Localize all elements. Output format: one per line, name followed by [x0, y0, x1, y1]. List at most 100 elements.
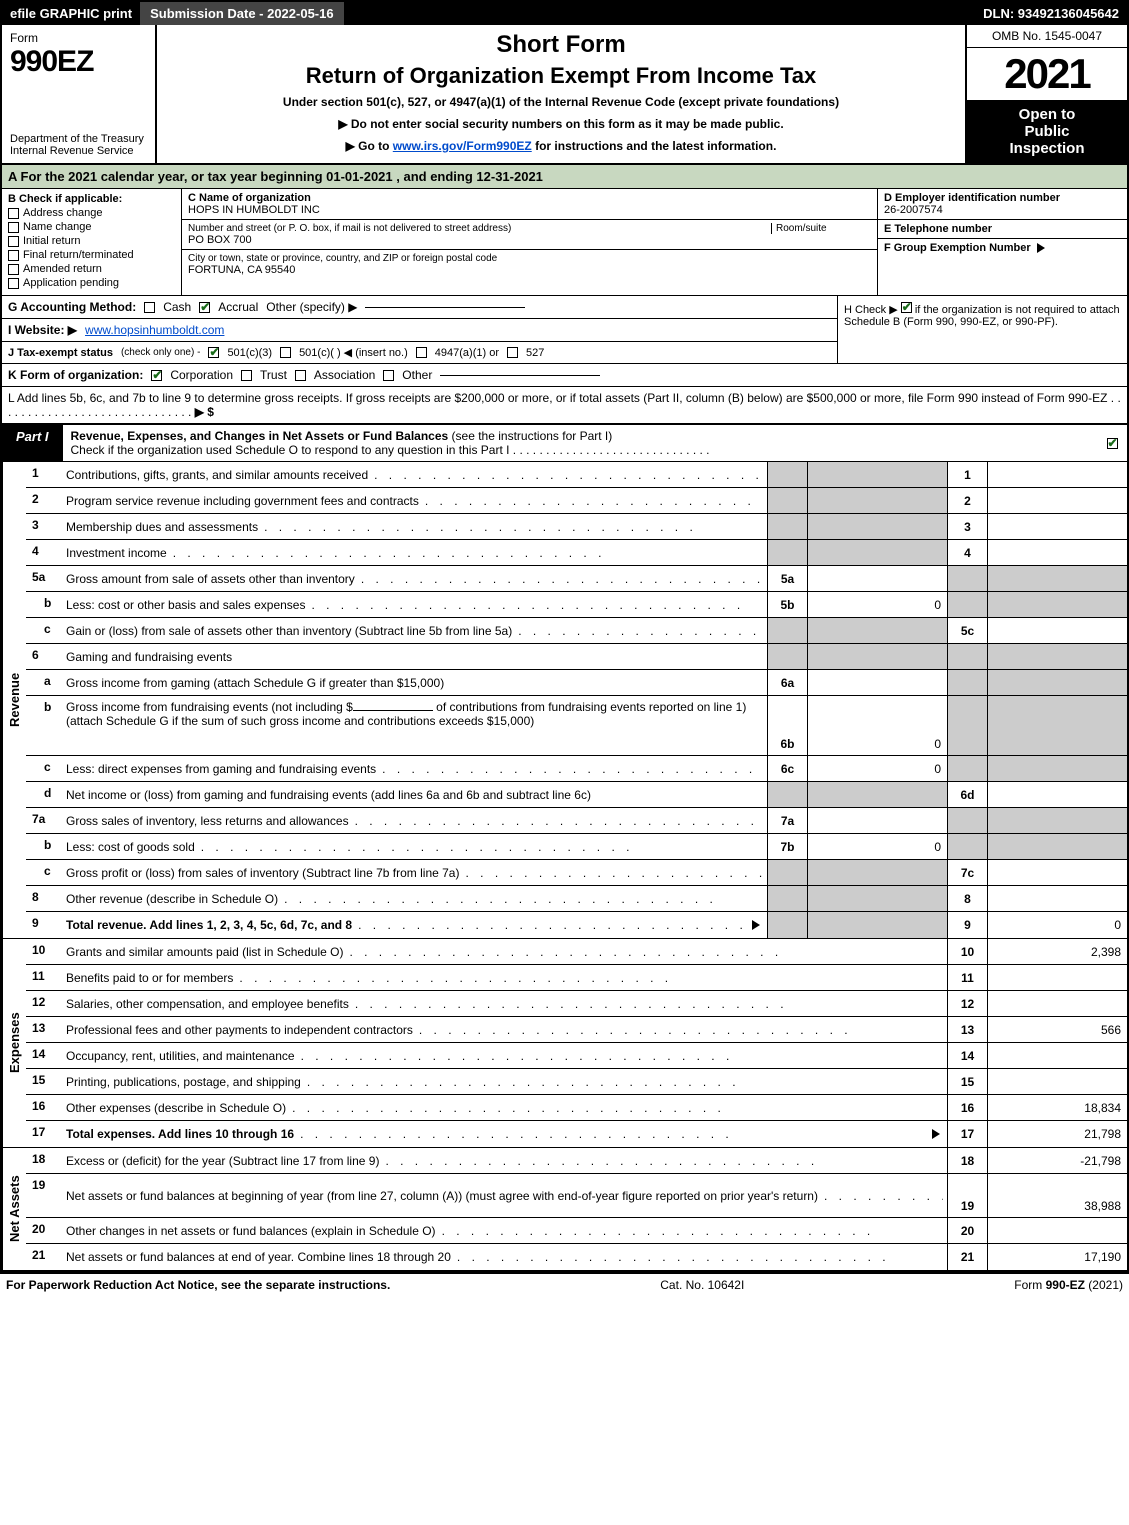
instructions-link-line: ▶ Go to www.irs.gov/Form990EZ for instru…: [169, 139, 953, 153]
ln-box: 1: [947, 462, 987, 487]
chk-association[interactable]: [295, 370, 306, 381]
ln-num: b: [26, 834, 66, 859]
chk-schedule-o-part1[interactable]: [1107, 438, 1118, 449]
opt-other-org: Other: [402, 368, 432, 382]
ln-val: 21,798: [987, 1121, 1127, 1147]
shaded-cell: [947, 696, 987, 755]
other-specify-input[interactable]: [365, 307, 525, 308]
ln-num: b: [26, 696, 66, 755]
ln-box: 9: [947, 912, 987, 938]
chk-other-org[interactable]: [383, 370, 394, 381]
chk-accrual[interactable]: [199, 302, 210, 313]
revenue-side-label: Revenue: [2, 462, 26, 938]
chk-trust[interactable]: [241, 370, 252, 381]
ln-num: 7a: [26, 808, 66, 833]
paperwork-notice: For Paperwork Reduction Act Notice, see …: [6, 1278, 390, 1292]
section-a-tax-year: A For the 2021 calendar year, or tax yea…: [2, 165, 1127, 189]
expenses-lines: 10Grants and similar amounts paid (list …: [26, 939, 1127, 1147]
chk-label: Final return/terminated: [23, 249, 134, 261]
ln-num: a: [26, 670, 66, 695]
ln-val: 17,190: [987, 1244, 1127, 1270]
website-link[interactable]: www.hopsinhumboldt.com: [85, 323, 224, 337]
checkbox-icon: [8, 278, 19, 289]
ln-box: 15: [947, 1069, 987, 1094]
chk-amended-return[interactable]: Amended return: [8, 263, 175, 275]
ln-num: 9: [26, 912, 66, 938]
ln-desc: Gaming and fundraising events: [66, 650, 232, 664]
chk-schedule-b[interactable]: [901, 302, 912, 313]
efile-print-label[interactable]: efile GRAPHIC print: [2, 2, 142, 25]
form-ref-number: 990-EZ: [1046, 1278, 1085, 1292]
ln-num: 15: [26, 1069, 66, 1094]
tax-exempt-label: J Tax-exempt status: [8, 347, 113, 359]
shaded-cell: [947, 834, 987, 859]
other-specify-label: Other (specify) ▶: [266, 300, 357, 314]
row-l-gross-receipts: L Add lines 5b, 6c, and 7b to line 9 to …: [2, 387, 1127, 424]
ln-box: 8: [947, 886, 987, 911]
chk-501c3[interactable]: [208, 347, 219, 358]
title-main: Return of Organization Exempt From Incom…: [169, 63, 953, 89]
dots-icon: . . . . . . . . . . . . . . . . . . . . …: [294, 1127, 929, 1141]
chk-application-pending[interactable]: Application pending: [8, 277, 175, 289]
col-h-schedule-b: H Check ▶ if the organization is not req…: [837, 296, 1127, 363]
checkbox-icon: [8, 236, 19, 247]
ln-num: d: [26, 782, 66, 807]
expenses-side-label: Expenses: [2, 939, 26, 1147]
ln-desc: Professional fees and other payments to …: [66, 1023, 413, 1037]
chk-name-change[interactable]: Name change: [8, 221, 175, 233]
shaded-cell: [947, 566, 987, 591]
part-1-subline: Check if the organization used Schedule …: [71, 443, 510, 457]
chk-initial-return[interactable]: Initial return: [8, 235, 175, 247]
l-arrow-dollar: ▶ $: [195, 405, 214, 419]
ln-num: 2: [26, 488, 66, 513]
shaded-cell: [987, 644, 1127, 669]
chk-final-return[interactable]: Final return/terminated: [8, 249, 175, 261]
irs-form-link[interactable]: www.irs.gov/Form990EZ: [393, 139, 532, 153]
ln-val: 38,988: [987, 1174, 1127, 1217]
shaded-cell: [767, 618, 807, 643]
shaded-cell: [987, 834, 1127, 859]
chk-address-change[interactable]: Address change: [8, 207, 175, 219]
shaded-cell: [987, 592, 1127, 617]
part-1-tab: Part I: [2, 425, 63, 461]
chk-4947[interactable]: [416, 347, 427, 358]
chk-527[interactable]: [507, 347, 518, 358]
accounting-method-label: G Accounting Method:: [8, 300, 136, 314]
ln-box: 13: [947, 1017, 987, 1042]
title-short-form: Short Form: [169, 31, 953, 59]
ln-val: [987, 514, 1127, 539]
ln-val: 566: [987, 1017, 1127, 1042]
chk-cash[interactable]: [144, 302, 155, 313]
website-label: I Website: ▶: [8, 323, 77, 337]
room-suite-label: Room/suite: [771, 223, 871, 234]
ln-desc: Program service revenue including govern…: [66, 494, 419, 508]
ln-desc: Gross sales of inventory, less returns a…: [66, 814, 349, 828]
ein-label: D Employer identification number: [884, 192, 1121, 204]
contrib-amount-input[interactable]: [353, 710, 433, 711]
ln-desc: Other expenses (describe in Schedule O): [66, 1101, 286, 1115]
ln-mid-box: 5b: [767, 592, 807, 617]
ein-block: D Employer identification number 26-2007…: [878, 189, 1127, 220]
dots-icon: . . . . . . . . . . . . . . . . . . . . …: [167, 546, 763, 560]
ln-mid-val: 0: [807, 592, 947, 617]
ln-num: 13: [26, 1017, 66, 1042]
ln-box: 16: [947, 1095, 987, 1120]
ln-box: 5c: [947, 618, 987, 643]
other-org-input[interactable]: [440, 375, 600, 376]
inspection-line3: Inspection: [971, 140, 1123, 157]
title-subtitle: Under section 501(c), 527, or 4947(a)(1)…: [169, 95, 953, 109]
ln-desc: Other changes in net assets or fund bala…: [66, 1224, 436, 1238]
chk-501c[interactable]: [280, 347, 291, 358]
ln-desc-pre: Gross income from fundraising events (no…: [66, 700, 353, 714]
ln-mid-val: 0: [807, 696, 947, 755]
dots-icon: . . . . . . . . . . . . . . . . . . . . …: [512, 624, 763, 638]
ln-box: 12: [947, 991, 987, 1016]
ein-value: 26-2007574: [884, 204, 1121, 216]
chk-corporation[interactable]: [151, 370, 162, 381]
shaded-cell: [767, 644, 807, 669]
ln-desc: Benefits paid to or for members: [66, 971, 233, 985]
dots-icon: . . . . . . . . . . . . . . . . . . . . …: [349, 997, 943, 1011]
org-name-label: C Name of organization: [188, 192, 311, 204]
goto-suffix: for instructions and the latest informat…: [532, 139, 777, 153]
column-b-checkboxes: B Check if applicable: Address change Na…: [2, 189, 182, 295]
